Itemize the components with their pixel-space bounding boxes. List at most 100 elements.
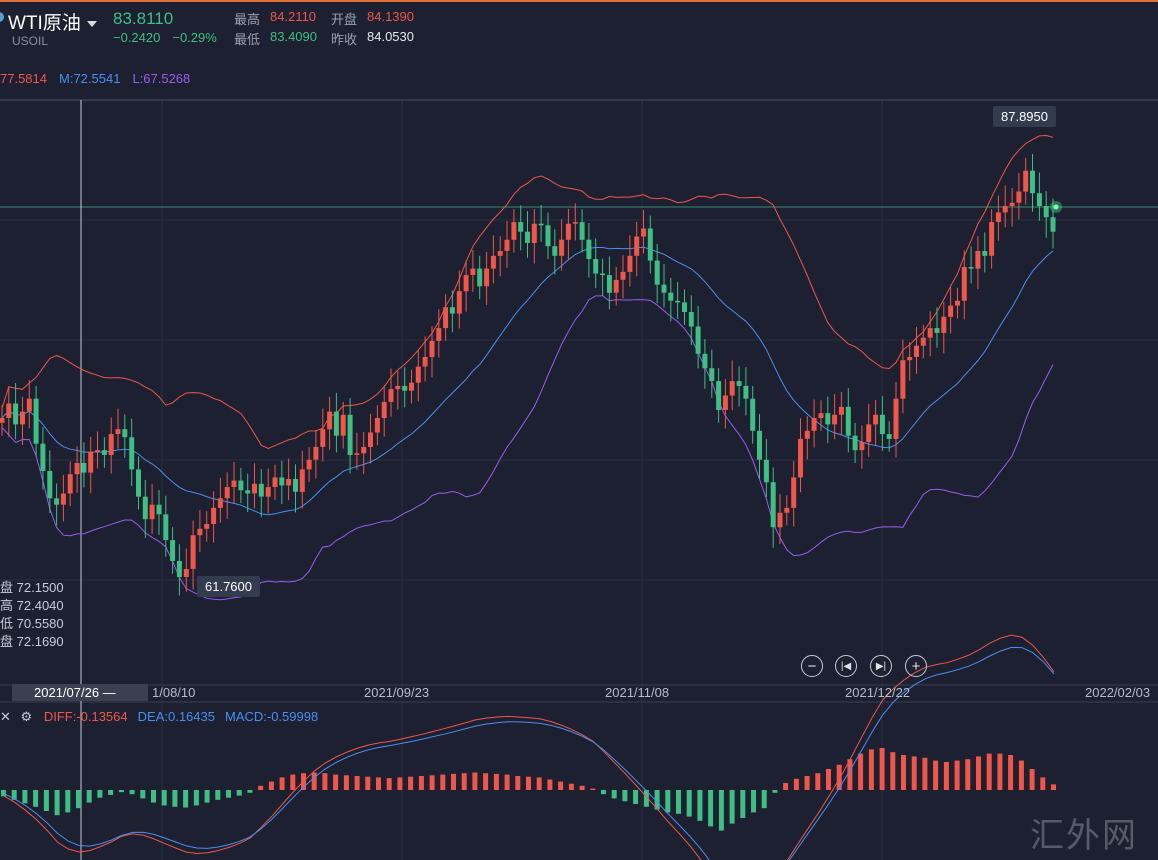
candle-body <box>838 406 844 415</box>
x-tick: 2021/09/23 <box>364 685 430 700</box>
candle-body <box>552 246 558 256</box>
macd-histogram-bar <box>65 790 71 813</box>
macd-histogram-bar <box>826 769 831 790</box>
candle-body <box>1002 206 1008 213</box>
cursor-close: 盘 72.1690 <box>0 631 64 650</box>
symbol-selector[interactable]: WTI原油 <box>0 8 97 35</box>
macd-histogram-bar <box>376 777 381 790</box>
boll-upper-line <box>1 134 1054 449</box>
macd-histogram-bar <box>129 790 135 795</box>
candle-body <box>108 434 114 455</box>
macd-histogram-bar <box>1 790 6 797</box>
candle-body <box>914 345 919 357</box>
candle-body <box>989 222 995 256</box>
quote-header: WTI原油 USOIL 83.8110 −0.2420 −0.29% 最高 84.… <box>0 0 1158 60</box>
ticker-code: USOIL <box>12 34 49 48</box>
candle-body <box>374 418 380 433</box>
macd-diff-line <box>3 634 1055 860</box>
macd-histogram-bar <box>686 790 692 817</box>
macd-histogram-bar <box>965 759 971 790</box>
macd-histogram-bar <box>86 790 92 803</box>
candle-body <box>340 414 346 436</box>
macd-histogram-bar <box>258 785 264 790</box>
candle-body <box>197 528 203 536</box>
candle-body <box>183 569 189 577</box>
candle-body <box>211 507 217 524</box>
candle-body <box>1023 170 1029 192</box>
candle-body <box>798 438 803 478</box>
macd-dea: DEA:0.16435 <box>137 709 215 724</box>
macd-histogram-bar <box>611 790 617 799</box>
macd-histogram-bar <box>515 776 521 790</box>
candle-body <box>825 413 831 425</box>
macd-histogram-bar <box>943 762 949 790</box>
macd-histogram-bar <box>665 790 671 813</box>
candle-body <box>886 434 892 439</box>
candle-body <box>422 357 428 367</box>
candle-body <box>627 255 633 272</box>
macd-histogram-bar <box>761 790 767 809</box>
macd-histogram-bar <box>108 790 114 795</box>
close-icon[interactable]: ✕ <box>0 709 11 724</box>
candle-body <box>600 273 606 276</box>
macd-histogram-bar <box>536 777 542 790</box>
candle-body <box>13 403 19 425</box>
skip-forward-icon[interactable]: ▶| <box>870 655 892 677</box>
caret-down-icon[interactable] <box>86 20 97 27</box>
minus-icon[interactable]: − <box>801 655 823 677</box>
candle-body <box>265 487 271 497</box>
skip-back-icon[interactable]: |◀ <box>835 655 857 677</box>
macd-histogram-bar <box>933 760 939 790</box>
candle-body <box>20 411 25 425</box>
candle-body <box>538 223 544 226</box>
price-change: −0.2420 −0.29% <box>113 30 229 45</box>
candle-body <box>54 498 60 505</box>
macd-histogram-bar <box>976 756 981 790</box>
macd-histogram-bar <box>643 790 649 807</box>
prev-close-value: 84.0530 <box>367 29 414 44</box>
cursor-low-value: 70.5580 <box>16 616 64 631</box>
candle-body <box>74 463 80 475</box>
macd-histogram-bar <box>858 753 864 790</box>
macd-histogram-bar <box>740 790 746 818</box>
candle-body <box>729 381 735 396</box>
macd-histogram-bar <box>879 748 885 790</box>
candle-body <box>60 493 66 505</box>
change-value: −0.2420 <box>113 30 161 45</box>
macd-histogram-bar <box>708 790 714 827</box>
macd-histogram-bar <box>793 778 799 790</box>
candle-body <box>163 514 169 541</box>
low-price-label: 61.7600 <box>197 576 260 597</box>
macd-diff: DIFF:-0.13564 <box>43 709 128 724</box>
candle-body <box>1043 206 1049 218</box>
candle-body <box>224 487 230 499</box>
candle-body <box>484 268 490 287</box>
candle-body <box>586 239 592 259</box>
macd-histogram-bar <box>408 776 414 790</box>
candle-body <box>955 300 960 306</box>
macd-histogram-bar <box>322 773 328 790</box>
change-percent: −0.29% <box>172 30 217 45</box>
macd-histogram-bar <box>751 790 756 813</box>
candle-body <box>620 271 626 280</box>
candle-body <box>757 430 762 460</box>
candle-body <box>115 429 121 434</box>
candle-body <box>477 268 483 287</box>
settings-gear-icon[interactable]: ⚙ <box>20 709 33 724</box>
macd-histogram-bar <box>118 790 124 793</box>
macd-histogram-bar <box>804 776 810 790</box>
candle-body <box>927 328 933 338</box>
candle-body <box>293 479 298 492</box>
candle-body <box>95 450 100 452</box>
macd-histogram-bar <box>847 759 853 790</box>
candle-body <box>859 442 865 451</box>
macd-histogram-bar <box>590 788 596 790</box>
top-accent-line <box>0 0 1158 2</box>
macd-histogram-bar <box>343 775 349 790</box>
candle-body <box>995 212 1001 222</box>
macd-histogram-bar <box>654 790 660 810</box>
macd-histogram-bar <box>633 790 639 804</box>
plus-icon[interactable]: + <box>905 655 927 677</box>
candle-body <box>920 337 926 346</box>
